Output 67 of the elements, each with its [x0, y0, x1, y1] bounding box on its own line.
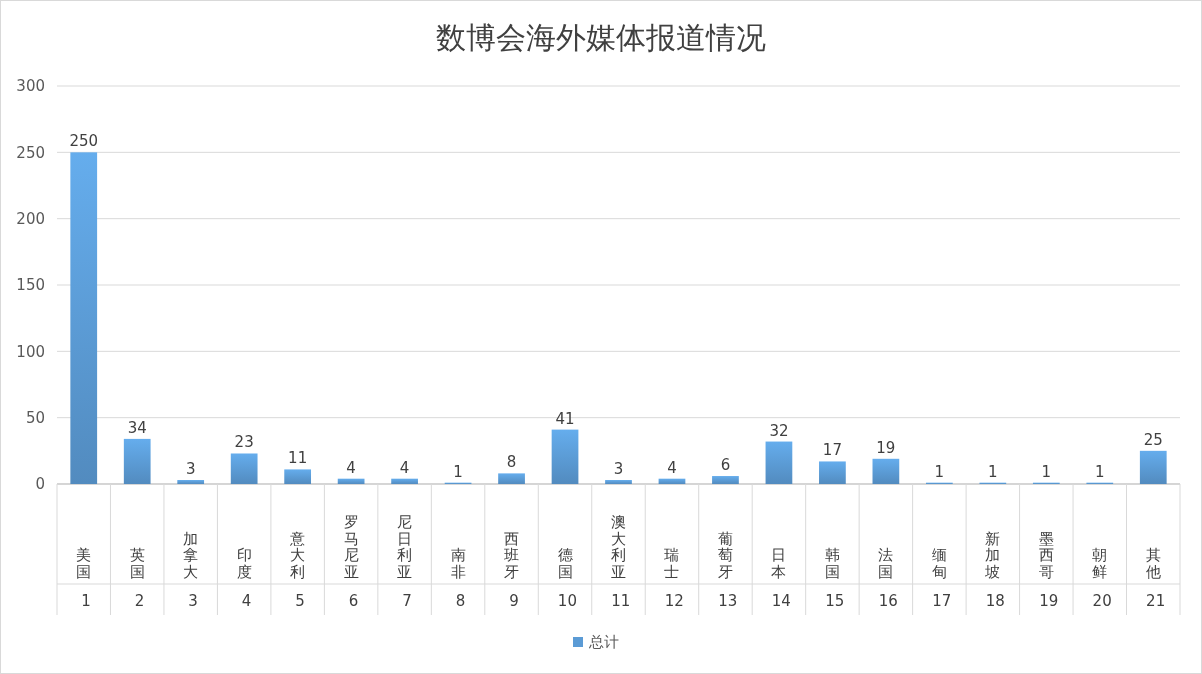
x-tick-label: 瑞士 12: [660, 546, 684, 610]
data-label: 25: [1143, 430, 1163, 449]
x-tick-label: 南非 8: [450, 546, 466, 610]
data-label: 3: [185, 460, 196, 479]
data-label: 34: [127, 418, 147, 437]
data-label: 3: [613, 460, 624, 479]
bar: [1139, 450, 1167, 484]
x-tick-label: 印度 4: [236, 546, 252, 610]
x-tick-label: 法国 16: [873, 546, 898, 610]
data-label: 23: [234, 433, 254, 452]
data-label: 19: [876, 438, 896, 457]
x-tick-label: 其他 21: [1141, 546, 1166, 610]
x-tick-label: 加拿大 3: [183, 529, 199, 610]
x-tick-label: 罗马尼亚 6: [343, 513, 359, 610]
chart-title: 数博会海外媒体报道情况: [436, 20, 766, 55]
bar: [712, 476, 739, 484]
data-label: 1: [1041, 462, 1052, 481]
x-tick-label: 美国 1: [76, 546, 92, 610]
data-label: 11: [288, 449, 308, 468]
data-label: 1: [934, 462, 945, 481]
y-tick-label: 50: [25, 408, 45, 427]
data-label: 32: [769, 421, 789, 440]
bar: [498, 473, 525, 484]
x-tick-label: 西班牙 9: [504, 529, 520, 610]
data-label: 1: [453, 462, 463, 481]
y-tick-label: 100: [16, 342, 45, 361]
x-tick-label: 意大利 5: [289, 529, 306, 610]
bar: [70, 152, 98, 484]
bar: [177, 480, 205, 484]
bar: [230, 453, 258, 484]
bar: [551, 429, 579, 484]
y-tick-label: 150: [16, 276, 45, 295]
x-tick-label: 新加坡 18: [980, 529, 1005, 610]
x-tick-label: 韩国 15: [820, 546, 845, 610]
data-label: 4: [346, 458, 356, 477]
data-label: 250: [69, 132, 99, 151]
x-tick-label: 缅甸 17: [927, 546, 952, 610]
x-tick-label: 澳大利亚 11: [606, 513, 631, 610]
bar: [605, 480, 632, 484]
y-tick-label: 0: [35, 475, 45, 494]
bar: [819, 461, 846, 484]
x-tick-label: 日本 14: [767, 546, 791, 610]
x-tick-label: 尼日利亚 7: [397, 513, 413, 610]
y-tick-label: 300: [16, 77, 45, 96]
data-label: 1: [1095, 462, 1105, 481]
x-tick-label: 英国 2: [129, 546, 145, 610]
x-tick-label: 朝鲜 20: [1087, 546, 1112, 610]
data-label: 1: [988, 462, 998, 481]
data-label: 4: [667, 458, 677, 477]
x-tick-label: 葡萄牙 13: [713, 529, 738, 610]
data-label: 4: [399, 458, 410, 477]
data-label: 17: [822, 441, 842, 460]
legend-label: 总计: [588, 633, 619, 651]
bar: [337, 478, 365, 484]
data-label: 6: [720, 456, 731, 475]
bar: [765, 441, 793, 484]
x-tick-label: 墨西哥 19: [1034, 529, 1059, 610]
bar: [658, 478, 686, 484]
bar: [391, 478, 418, 484]
y-tick-label: 200: [16, 209, 45, 228]
x-tick-label: 德国 10: [553, 546, 577, 610]
bar: [284, 469, 312, 484]
y-tick-label: 250: [16, 143, 45, 162]
bar: [872, 458, 900, 484]
bar: [123, 438, 151, 484]
data-label: 8: [506, 453, 517, 472]
data-label: 41: [555, 409, 575, 428]
